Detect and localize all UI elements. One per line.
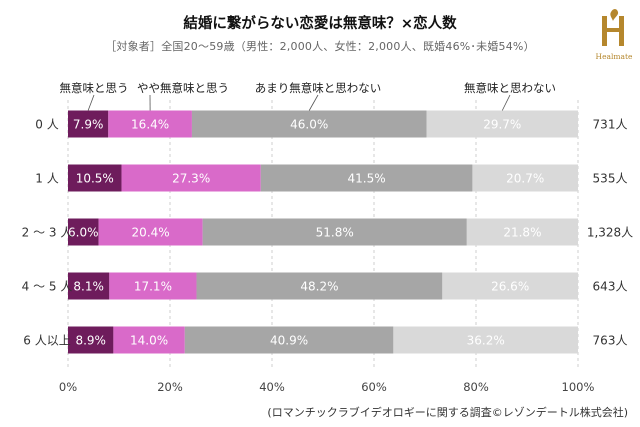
category-label: 1 人 [35,172,58,186]
bar-segment [426,110,578,138]
legend-label: 無意味と思わない [464,81,556,95]
source-footnote: (ロマンチックラブイデオロギーに関する調査©レゾンデートル株式会社) [267,406,628,419]
bar-segment [121,164,261,192]
bar-segment [393,326,578,354]
bar-segment [108,110,192,138]
bar-segment [442,272,578,300]
legend-leader-line [87,94,95,111]
chart-subtitle: ［対象者］全国20〜59歳（男性：2,000人、女性：2,000人、既婚46%･… [105,40,535,53]
data-label: 8.1% [73,280,104,294]
data-label: 10.5% [76,172,114,186]
category-label: 2 〜 3 人 [22,226,73,240]
legend-label: あまり無意味と思わない [255,81,382,95]
bar-segment [98,218,203,246]
data-label: 6.0% [68,226,99,240]
data-label: 27.3% [172,172,210,186]
bar-segment [68,326,114,354]
data-label: 21.8% [503,226,541,240]
x-tick-label: 60% [361,380,387,394]
data-label: 16.4% [131,118,169,132]
bar-segment [184,326,394,354]
bar-segment [113,326,185,354]
bar-segment [68,164,122,192]
data-label: 41.5% [348,172,386,186]
total-label: 763人 [593,334,628,348]
total-label: 643人 [593,280,628,294]
bar-segment [466,218,578,246]
data-label: 26.6% [491,280,529,294]
bar-segment [202,218,467,246]
data-label: 14.0% [130,334,168,348]
legend-label: やや無意味と思う [137,81,229,95]
bar-segment [260,164,473,192]
bar-segment [191,110,427,138]
data-label: 7.9% [73,118,104,132]
bar-segment [196,272,443,300]
category-label: 6 人以上 [23,334,70,348]
chart-title: 結婚に繋がらない恋愛は無意味？×恋人数 [183,16,457,32]
data-label: 20.7% [506,172,544,186]
healmate-logo-icon [602,9,624,46]
bar-segment [472,164,578,192]
category-label: 0 人 [35,118,58,132]
data-label: 20.4% [132,226,170,240]
bar-segment [68,272,110,300]
bar-segment [68,218,99,246]
legend-leader-line [308,94,319,111]
x-tick-label: 100% [562,380,595,394]
legend-leader-line [501,94,511,111]
logo-text: Healmate [595,52,633,61]
bar-segment [109,272,197,300]
total-label: 535人 [593,172,628,186]
data-label: 8.9% [75,334,106,348]
data-label: 46.0% [290,118,328,132]
data-label: 40.9% [270,334,308,348]
data-label: 48.2% [300,280,338,294]
data-label: 17.1% [134,280,172,294]
x-tick-label: 80% [463,380,489,394]
bar-segment [68,110,109,138]
total-label: 731人 [593,118,628,132]
data-label: 29.7% [483,118,521,132]
data-label: 51.8% [316,226,354,240]
data-label: 36.2% [467,334,505,348]
legend-label: 無意味と思う [60,81,129,95]
total-label: 1,328人 [587,226,633,240]
x-tick-label: 0% [59,380,77,394]
x-tick-label: 20% [157,380,183,394]
category-label: 4 〜 5 人 [22,280,73,294]
x-tick-label: 40% [259,380,285,394]
